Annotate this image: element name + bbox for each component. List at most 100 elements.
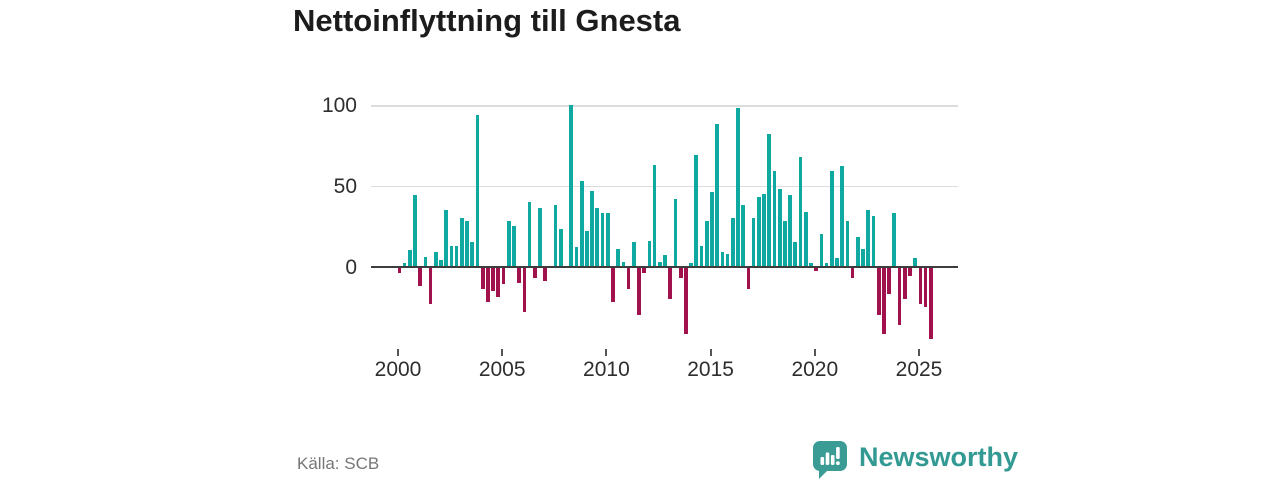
bar xyxy=(444,209,449,267)
x-axis-tick-2000 xyxy=(397,349,399,356)
bar xyxy=(652,164,657,267)
bar xyxy=(496,266,501,298)
x-axis-label-2005: 2005 xyxy=(478,358,526,381)
bar xyxy=(611,266,615,303)
bar xyxy=(694,155,699,267)
bar xyxy=(798,156,803,267)
bar xyxy=(506,221,511,267)
bar xyxy=(678,266,683,278)
bar xyxy=(928,266,933,340)
bar xyxy=(579,180,584,267)
bar xyxy=(532,266,537,278)
bar xyxy=(543,266,548,282)
bar xyxy=(626,266,631,290)
bar xyxy=(397,266,402,273)
y-axis-label-100: 100 xyxy=(321,94,357,117)
bar xyxy=(803,211,808,267)
x-axis-ticks xyxy=(371,349,958,357)
bar xyxy=(663,255,667,267)
y-axis-labels: 100 50 0 xyxy=(280,0,357,480)
bar xyxy=(407,250,412,267)
bar xyxy=(824,263,829,267)
bar xyxy=(585,230,589,267)
bar xyxy=(658,261,662,267)
bar xyxy=(642,266,647,273)
bar xyxy=(871,216,876,267)
bar xyxy=(621,261,626,267)
bar xyxy=(840,166,845,267)
bar xyxy=(413,195,417,267)
x-axis-tick-2020 xyxy=(813,349,816,356)
bar xyxy=(605,213,610,267)
bar xyxy=(908,266,912,277)
bar xyxy=(751,218,756,267)
bar xyxy=(720,251,725,267)
bar xyxy=(480,266,485,290)
bar xyxy=(850,266,855,278)
bar xyxy=(647,240,652,267)
bar xyxy=(423,256,428,267)
bar xyxy=(819,234,824,267)
newsworthy-brand: Newsworthy xyxy=(812,440,1018,480)
bar xyxy=(433,251,438,267)
bar xyxy=(590,190,594,267)
bar xyxy=(892,213,897,267)
bar xyxy=(923,266,928,307)
bar xyxy=(793,242,798,267)
x-axis-label-2010: 2010 xyxy=(583,358,630,381)
x-axis-labels: 2000 2005 2010 2015 2020 2025 xyxy=(371,358,958,384)
bar xyxy=(715,124,719,267)
bar xyxy=(918,266,923,304)
bar xyxy=(725,253,730,267)
bar xyxy=(814,266,818,272)
y-axis-label-50: 50 xyxy=(333,174,357,198)
bar xyxy=(772,171,777,267)
bar xyxy=(559,229,563,267)
bar xyxy=(710,192,714,267)
bar xyxy=(616,248,620,267)
bar xyxy=(428,266,433,304)
bar xyxy=(876,266,881,315)
bar xyxy=(465,221,469,267)
bar xyxy=(684,266,688,335)
bar xyxy=(527,201,532,267)
bar xyxy=(512,226,516,267)
bar xyxy=(882,266,886,335)
bar xyxy=(730,218,735,267)
bar xyxy=(553,205,558,267)
bar xyxy=(418,266,423,286)
newsworthy-logo-icon xyxy=(812,440,849,480)
bar xyxy=(829,171,834,267)
bar xyxy=(777,188,782,267)
bar xyxy=(783,221,787,267)
bar xyxy=(741,205,746,267)
bar xyxy=(788,195,792,267)
zero-axis-line xyxy=(371,265,958,268)
bar xyxy=(475,114,480,267)
bar xyxy=(501,266,506,285)
bar xyxy=(704,221,709,267)
bar xyxy=(491,266,495,291)
bar xyxy=(913,258,917,267)
bar xyxy=(454,245,459,267)
bar xyxy=(517,266,522,283)
gridline-50 xyxy=(371,185,958,188)
bar xyxy=(902,266,907,299)
bar xyxy=(887,266,891,294)
bar xyxy=(835,258,839,267)
bar xyxy=(460,218,464,267)
bar xyxy=(470,242,475,267)
y-axis-label-0: 0 xyxy=(345,255,357,279)
bar xyxy=(637,266,641,315)
bar xyxy=(861,248,865,267)
x-axis-label-2000: 2000 xyxy=(374,358,422,381)
x-axis-tick-2015 xyxy=(709,349,712,356)
x-axis-label-2015: 2015 xyxy=(687,358,734,381)
source-credit: Källa: SCB xyxy=(297,454,380,473)
chart-title: Nettoinflyttning till Gnesta xyxy=(293,3,681,38)
bar xyxy=(574,247,579,267)
bar xyxy=(762,193,766,267)
bar xyxy=(855,237,860,267)
bar xyxy=(756,197,761,267)
